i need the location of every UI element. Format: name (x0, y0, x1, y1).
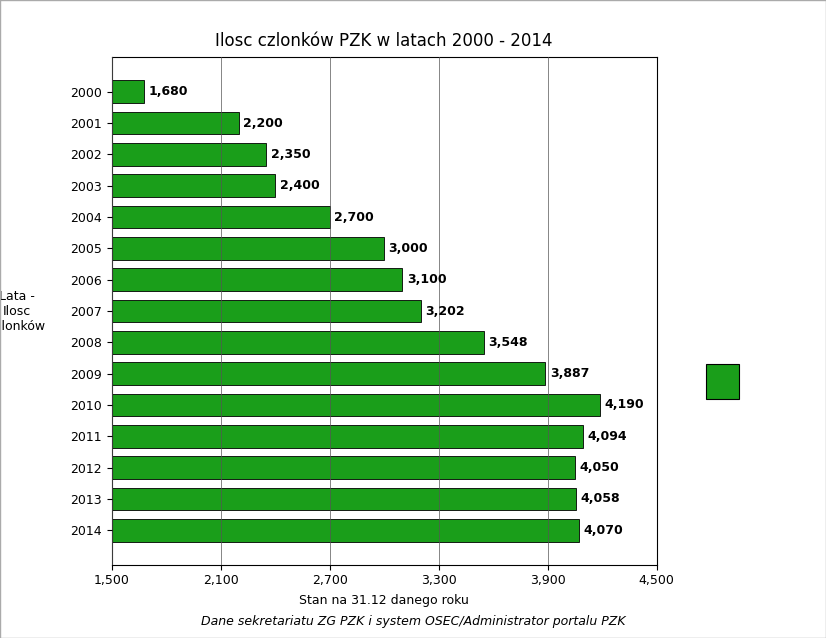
Text: 2,700: 2,700 (334, 211, 374, 223)
Text: 4,190: 4,190 (605, 399, 644, 412)
Bar (112, 112, 239, 135)
Bar (112, 487, 577, 510)
Text: 4,094: 4,094 (587, 430, 627, 443)
Text: 4,050: 4,050 (580, 461, 620, 474)
Text: 3,548: 3,548 (488, 336, 528, 349)
Bar (112, 394, 601, 416)
Text: 2,400: 2,400 (279, 179, 320, 192)
Text: 2,350: 2,350 (271, 148, 310, 161)
Title: Ilosc czlonków PZK w latach 2000 - 2014: Ilosc czlonków PZK w latach 2000 - 2014 (216, 33, 553, 50)
Bar (112, 300, 420, 322)
Bar (112, 519, 578, 542)
Text: Dane sekretariatu ZG PZK i system OSEC/Administrator portalu PZK: Dane sekretariatu ZG PZK i system OSEC/A… (201, 616, 625, 628)
Text: 2,200: 2,200 (244, 117, 283, 130)
Text: 3,100: 3,100 (407, 273, 446, 286)
Bar (112, 237, 384, 260)
Bar (112, 269, 402, 291)
Text: 1,680: 1,680 (149, 85, 188, 98)
Text: 4,070: 4,070 (583, 524, 623, 537)
Text: 3,202: 3,202 (425, 304, 465, 318)
Bar (112, 143, 266, 166)
Bar (112, 331, 484, 353)
Bar (112, 456, 575, 479)
Text: 4,058: 4,058 (581, 493, 620, 505)
Bar (112, 174, 275, 197)
Bar (112, 206, 330, 228)
Y-axis label: Lata -
Ilosc
czlonków: Lata - Ilosc czlonków (0, 290, 45, 332)
Text: 3,887: 3,887 (550, 367, 589, 380)
Text: 3,000: 3,000 (389, 242, 428, 255)
X-axis label: Stan na 31.12 danego roku: Stan na 31.12 danego roku (299, 594, 469, 607)
Bar (112, 80, 145, 103)
Bar (112, 362, 545, 385)
Bar (112, 425, 583, 448)
